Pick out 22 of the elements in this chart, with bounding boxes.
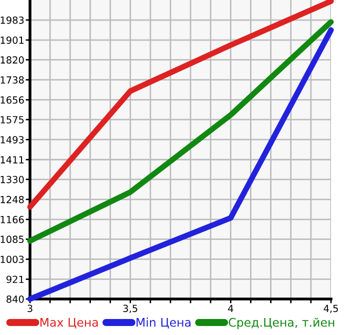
y-tick-label: 1330 — [0, 176, 24, 184]
x-tick-label: 4 — [228, 304, 234, 312]
y-tick-label: 1575 — [0, 116, 24, 124]
legend-label: Min Цена — [136, 318, 190, 328]
x-tick-label: 3,5 — [123, 304, 138, 314]
legend-label: Сред.Цена, т.йен — [228, 318, 334, 330]
y-tick-label: 1493 — [0, 136, 24, 144]
y-tick-label: 1738 — [0, 76, 24, 84]
x-tick-label: 4,5 — [324, 304, 338, 314]
x-tick-label: 3 — [28, 304, 32, 312]
y-tick-label: 1248 — [0, 196, 24, 204]
y-tick-label: 1003 — [0, 256, 24, 264]
y-tick-label: 1166 — [0, 216, 24, 224]
y-tick-label: 840 — [6, 295, 24, 303]
y-tick-label: 1656 — [0, 96, 24, 104]
legend-label: Max Цена — [40, 318, 98, 328]
y-tick-label: 1085 — [0, 236, 24, 244]
y-tick-label: 1983 — [0, 16, 24, 24]
y-tick-label: 1901 — [0, 36, 24, 44]
y-tick-label: 921 — [6, 276, 24, 284]
y-tick-label: 1411 — [0, 156, 24, 164]
y-tick-label: 1820 — [0, 56, 24, 64]
